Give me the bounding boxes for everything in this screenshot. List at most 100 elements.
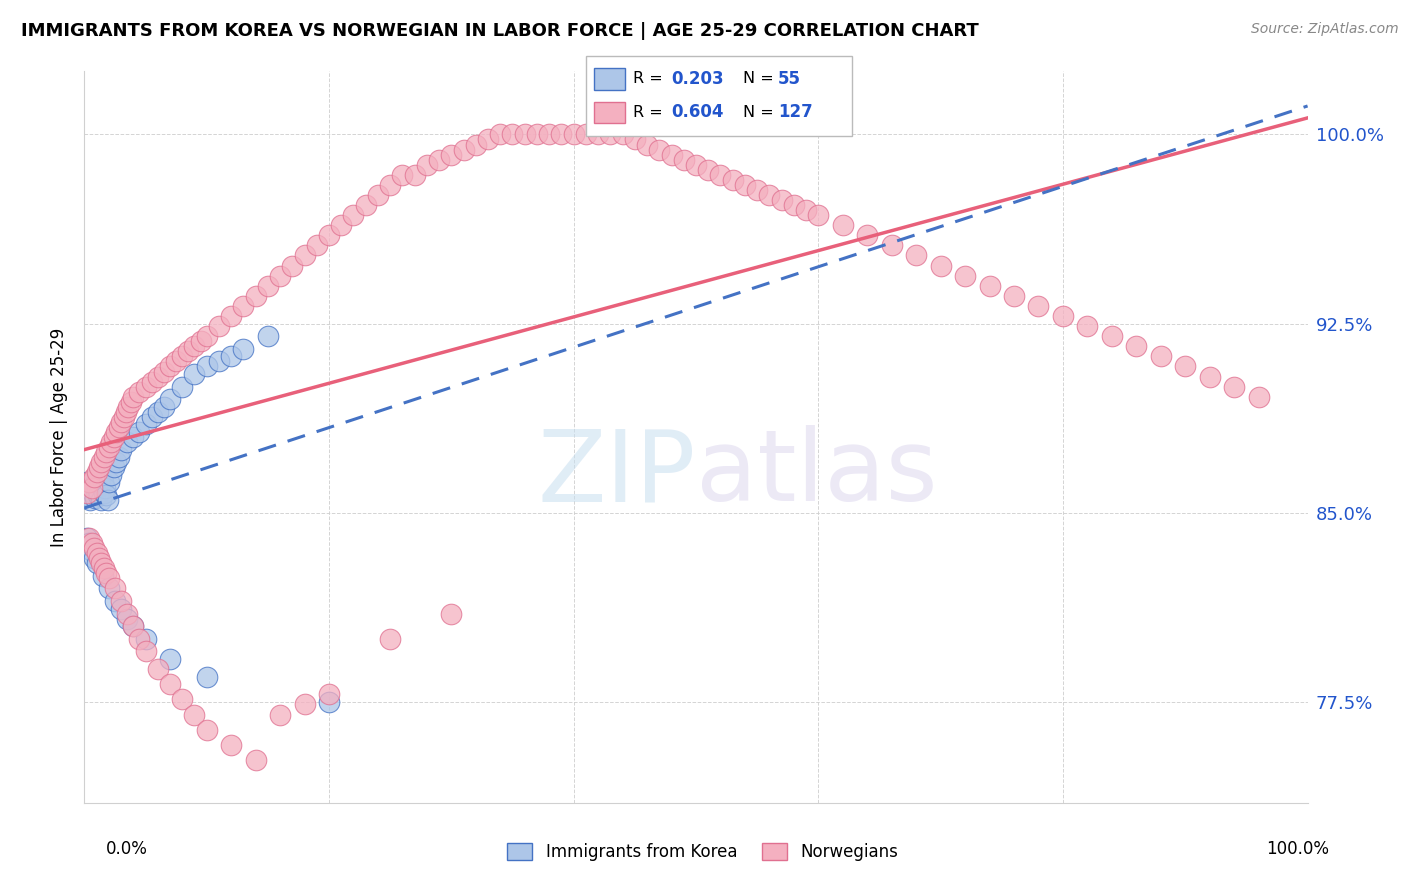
Point — [489, 128, 512, 142]
Text: 127: 127 — [778, 103, 813, 121]
Point — [100, 435, 122, 450]
Point — [208, 354, 231, 368]
Point — [110, 601, 132, 615]
Text: 55: 55 — [778, 70, 801, 87]
Point — [172, 350, 194, 364]
Point — [94, 481, 117, 495]
Point — [172, 379, 194, 393]
Point — [330, 218, 353, 232]
Point — [83, 478, 105, 492]
Point — [318, 687, 340, 701]
Point — [294, 248, 316, 262]
Point — [115, 612, 138, 626]
Point — [90, 493, 112, 508]
Point — [685, 158, 707, 172]
Point — [172, 692, 194, 706]
Point — [80, 536, 103, 550]
Text: R =: R = — [633, 105, 662, 120]
Point — [367, 188, 389, 202]
Point — [550, 128, 572, 142]
Point — [464, 137, 486, 152]
Point — [1150, 350, 1173, 364]
Point — [165, 354, 187, 368]
Point — [91, 475, 114, 490]
Bar — [595, 103, 624, 123]
Point — [146, 405, 169, 419]
Y-axis label: In Labor Force | Age 25-29: In Labor Force | Age 25-29 — [49, 327, 67, 547]
Point — [380, 178, 402, 192]
Text: ZIP: ZIP — [537, 425, 696, 522]
Point — [783, 198, 806, 212]
Point — [440, 147, 463, 161]
Point — [96, 566, 118, 581]
Point — [697, 162, 720, 177]
Point — [575, 128, 598, 142]
Point — [440, 607, 463, 621]
Point — [245, 753, 267, 767]
Point — [128, 384, 150, 399]
Text: R =: R = — [633, 71, 662, 86]
Point — [146, 662, 169, 676]
Point — [77, 536, 100, 550]
Point — [232, 299, 254, 313]
Point — [84, 491, 107, 505]
Point — [77, 481, 100, 495]
Point — [599, 128, 621, 142]
Point — [342, 208, 364, 222]
Point — [380, 632, 402, 646]
Point — [86, 556, 108, 570]
Point — [82, 485, 104, 500]
Point — [93, 561, 115, 575]
Point — [1028, 299, 1050, 313]
Point — [80, 543, 103, 558]
Point — [76, 475, 98, 490]
Point — [208, 319, 231, 334]
Point — [721, 173, 744, 187]
Point — [97, 571, 120, 585]
Point — [76, 531, 98, 545]
Point — [183, 367, 205, 381]
Point — [122, 430, 145, 444]
Point — [195, 359, 218, 374]
Point — [86, 481, 108, 495]
Point — [76, 485, 98, 500]
Point — [146, 369, 169, 384]
Point — [219, 350, 242, 364]
Point — [391, 168, 413, 182]
Point — [159, 677, 181, 691]
Point — [269, 707, 291, 722]
Point — [177, 344, 200, 359]
Point — [661, 147, 683, 161]
Point — [1174, 359, 1197, 374]
Point — [318, 695, 340, 709]
Point — [538, 128, 561, 142]
Point — [281, 259, 304, 273]
Point — [86, 466, 108, 480]
Point — [117, 400, 139, 414]
Text: 100.0%: 100.0% — [1265, 840, 1329, 858]
Point — [103, 460, 125, 475]
Point — [305, 238, 328, 252]
Point — [87, 460, 110, 475]
Point — [905, 248, 928, 262]
Point — [404, 168, 426, 182]
Point — [183, 707, 205, 722]
Point — [257, 329, 280, 343]
Point — [880, 238, 903, 252]
Point — [120, 394, 142, 409]
Text: IMMIGRANTS FROM KOREA VS NORWEGIAN IN LABOR FORCE | AGE 25-29 CORRELATION CHART: IMMIGRANTS FROM KOREA VS NORWEGIAN IN LA… — [21, 22, 979, 40]
Point — [96, 445, 118, 459]
Point — [107, 420, 129, 434]
Point — [80, 473, 103, 487]
Point — [794, 203, 817, 218]
Point — [103, 430, 125, 444]
Point — [83, 470, 105, 484]
Point — [636, 137, 658, 152]
Point — [90, 556, 112, 570]
Point — [79, 493, 101, 508]
Point — [257, 278, 280, 293]
Point — [190, 334, 212, 349]
Point — [648, 143, 671, 157]
Point — [153, 400, 176, 414]
Point — [1125, 339, 1147, 353]
